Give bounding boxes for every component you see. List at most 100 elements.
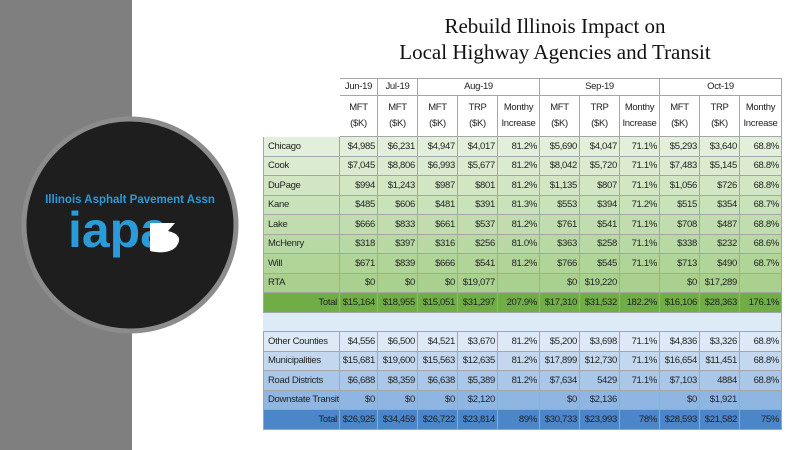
table-cell: $541 (458, 254, 498, 274)
table-cell: $4,017 (458, 137, 498, 157)
column-header-line: ($K) (591, 118, 608, 129)
table-cell: $537 (458, 215, 498, 235)
table-cell: $23,814 (458, 410, 498, 430)
table-cell: 68.8% (740, 371, 782, 391)
table-cell: $34,459 (378, 410, 418, 430)
table-cell: $2,136 (580, 390, 620, 410)
column-header-line: ($K) (711, 118, 728, 129)
table-cell: $8,042 (540, 156, 580, 176)
row-label: Other Counties (263, 332, 340, 352)
table-cell: $6,993 (418, 156, 458, 176)
table-cell: $363 (540, 234, 580, 254)
table-cell (740, 273, 782, 293)
row-label: Chicago (263, 137, 340, 157)
table-cell: $18,955 (378, 293, 418, 313)
table-cell: $0 (540, 390, 580, 410)
table-cell: 71.1% (620, 332, 660, 352)
column-header-line: ($K) (469, 118, 486, 129)
table-cell: $0 (540, 273, 580, 293)
table-cell: 71.1% (620, 156, 660, 176)
table-cell: $3,670 (458, 332, 498, 352)
table-cell: $481 (418, 195, 458, 215)
table-cell: $8,806 (378, 156, 418, 176)
table-cell: $5,677 (458, 156, 498, 176)
table-cell: 68.7% (740, 195, 782, 215)
column-header-line: MFT (428, 102, 447, 113)
table-cell: 68.8% (740, 215, 782, 235)
table-cell: $316 (418, 234, 458, 254)
table-cell: $0 (418, 273, 458, 293)
table-cell: 68.8% (740, 351, 782, 371)
table-cell: 75% (740, 410, 782, 430)
table-cell: $318 (340, 234, 378, 254)
table-cell: $12,635 (458, 351, 498, 371)
table-cell: $6,231 (378, 137, 418, 157)
table-cell: $15,681 (340, 351, 378, 371)
table-cell: $31,532 (580, 293, 620, 313)
table-cell: $545 (580, 254, 620, 274)
month-header: Jul-19 (378, 78, 418, 96)
row-label: Lake (263, 215, 340, 235)
table-cell: $4,556 (340, 332, 378, 352)
column-header-line: ($K) (350, 118, 367, 129)
column-header: Monthy Increase (620, 96, 660, 137)
table-cell: 81.2% (498, 332, 540, 352)
column-header: Monthy Increase (498, 96, 540, 137)
row-label: Downstate Transit (263, 390, 340, 410)
table-cell: $26,722 (418, 410, 458, 430)
table-cell: $17,310 (540, 293, 580, 313)
table-cell: 81.2% (498, 137, 540, 157)
table-cell: $5,200 (540, 332, 580, 352)
table-cell: 68.8% (740, 156, 782, 176)
table-cell: $19,220 (580, 273, 620, 293)
table-cell: 81.2% (498, 254, 540, 274)
table-cell: $671 (340, 254, 378, 274)
row-label: Cook (263, 156, 340, 176)
table-cell: 4884 (700, 371, 740, 391)
table-cell: 176.1% (740, 293, 782, 313)
column-header-line: Increase (501, 118, 536, 129)
title-line: Rebuild Illinois Impact on (444, 14, 666, 38)
table-cell: 71.1% (620, 371, 660, 391)
table-cell: $5,293 (660, 137, 700, 157)
column-header-line: Monthy (503, 102, 534, 113)
table-cell: $708 (660, 215, 700, 235)
table-cell: $15,164 (340, 293, 378, 313)
table-cell: 68.8% (740, 332, 782, 352)
table-cell: $16,654 (660, 351, 700, 371)
column-header-line: TRP (590, 102, 609, 113)
table-cell: $31,297 (458, 293, 498, 313)
table-cell: $485 (340, 195, 378, 215)
table-cell: $726 (700, 176, 740, 196)
table-cell: $5,690 (540, 137, 580, 157)
row-label: Total (263, 293, 340, 313)
table-cell: $987 (418, 176, 458, 196)
table-cell: $397 (378, 234, 418, 254)
table-cell: $23,993 (580, 410, 620, 430)
table-cell: $11,451 (700, 351, 740, 371)
column-header: Monthy Increase (740, 96, 782, 137)
table-cell: $6,500 (378, 332, 418, 352)
table-cell (498, 273, 540, 293)
table-cell: $391 (458, 195, 498, 215)
table-cell: $490 (700, 254, 740, 274)
table-cell: $15,563 (418, 351, 458, 371)
table-cell: 68.6% (740, 234, 782, 254)
table-cell: 81.2% (498, 371, 540, 391)
column-header: MFT ($K) (660, 96, 700, 137)
row-label: McHenry (263, 234, 340, 254)
table-cell: $4,985 (340, 137, 378, 157)
table-cell: $3,698 (580, 332, 620, 352)
table-cell: 81.0% (498, 234, 540, 254)
table-cell: 68.7% (740, 254, 782, 274)
row-label: Kane (263, 195, 340, 215)
table-cell: $354 (700, 195, 740, 215)
table-cell: 89% (498, 410, 540, 430)
table-cell: $7,103 (660, 371, 700, 391)
column-header: MFT ($K) (540, 96, 580, 137)
table-cell: 68.8% (740, 137, 782, 157)
table-cell: $12,730 (580, 351, 620, 371)
column-header-line: TRP (468, 102, 487, 113)
table-cell: 5429 (580, 371, 620, 391)
